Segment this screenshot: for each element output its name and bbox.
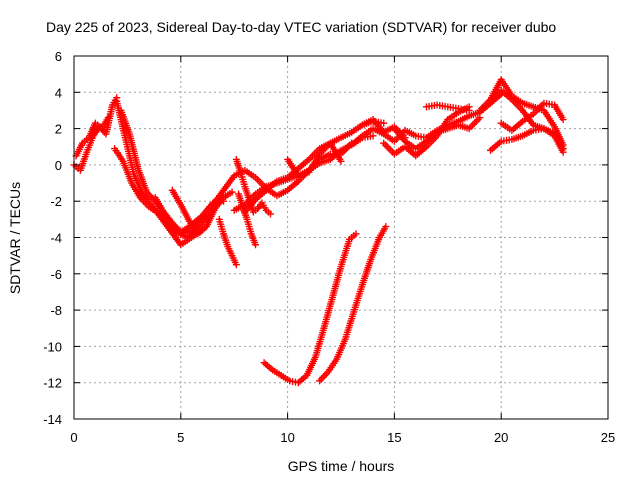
axis-ticks: 0 5 10 15 20 25 -14 -12 -10 -8 -6 -4 -2 0 2 4 6 <box>43 49 615 445</box>
data-point <box>252 241 260 249</box>
data-point <box>465 106 473 114</box>
data-point <box>559 116 567 124</box>
data-point <box>369 132 377 140</box>
series-15 <box>316 223 390 385</box>
y-tick-label: -6 <box>50 267 62 282</box>
series-0 <box>70 94 121 174</box>
data-point <box>401 134 409 142</box>
y-tick-label: 6 <box>55 49 62 64</box>
data-point <box>380 119 388 127</box>
y-tick-label: -4 <box>50 231 62 246</box>
series-13 <box>284 139 345 180</box>
series-23 <box>487 125 567 156</box>
series-19 <box>358 116 409 142</box>
y-tick-label: -12 <box>43 376 62 391</box>
series-16 <box>348 90 505 149</box>
x-tick-label: 25 <box>601 430 615 445</box>
y-tick-label: -10 <box>43 339 62 354</box>
y-tick-label: 0 <box>55 158 62 173</box>
data-point <box>202 212 210 220</box>
data-point <box>232 261 240 269</box>
series-20 <box>422 101 473 114</box>
y-tick-label: 4 <box>55 85 62 100</box>
y-axis-label: SDTVAR / TECUs <box>7 182 23 294</box>
data-point <box>382 223 390 231</box>
data-point <box>228 188 236 196</box>
data-point <box>352 230 360 238</box>
y-tick-label: 2 <box>55 122 62 137</box>
data-point <box>267 210 275 218</box>
x-tick-label: 20 <box>494 430 508 445</box>
x-tick-label: 15 <box>387 430 401 445</box>
grid <box>74 56 608 419</box>
y-tick-label: -2 <box>50 194 62 209</box>
data-points <box>70 76 567 387</box>
y-tick-label: -8 <box>50 303 62 318</box>
series-1 <box>72 114 112 160</box>
data-point <box>337 157 345 165</box>
x-tick-label: 5 <box>177 430 184 445</box>
x-axis-label: GPS time / hours <box>288 458 395 474</box>
series-7 <box>215 215 240 269</box>
data-point <box>476 114 484 122</box>
data-point <box>104 114 112 122</box>
series-14 <box>260 230 360 387</box>
series-6 <box>151 194 210 236</box>
x-tick-label: 0 <box>70 430 77 445</box>
chart-title: Day 225 of 2023, Sidereal Day-to-day VTE… <box>46 19 556 35</box>
series-24 <box>497 99 567 134</box>
data-point <box>559 148 567 156</box>
x-tick-label: 10 <box>280 430 294 445</box>
y-tick-label: -14 <box>43 412 62 427</box>
